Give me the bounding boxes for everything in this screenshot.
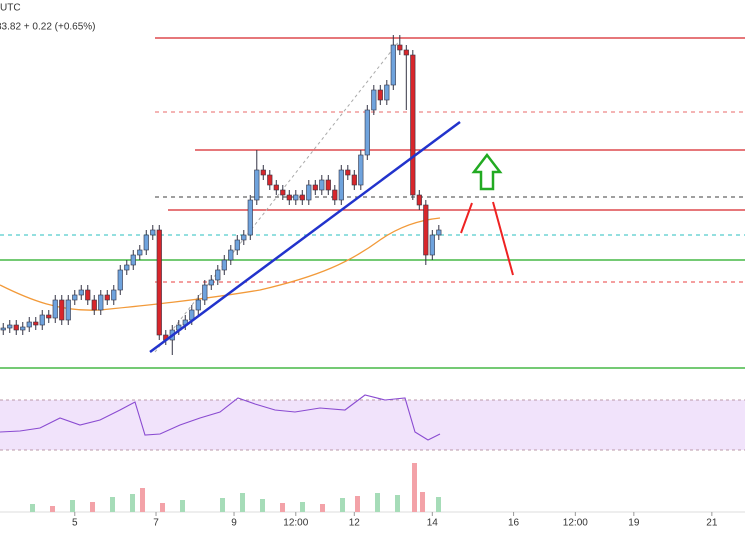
candle-body — [85, 289, 91, 301]
rsi-line — [0, 394, 441, 441]
candle-body — [39, 314, 45, 326]
candle-body — [156, 229, 162, 336]
candle-body — [91, 299, 97, 311]
candle-body — [241, 234, 247, 241]
x-tick-label: 21 — [706, 518, 718, 529]
candle-body — [267, 174, 273, 186]
x-tick-label: 5 — [72, 518, 78, 529]
candle-body — [202, 284, 208, 301]
candle-body — [26, 321, 32, 328]
volume-bars — [30, 493, 441, 512]
candle-body — [137, 249, 143, 256]
x-tick-label: 16 — [508, 518, 520, 529]
candle-body — [306, 184, 312, 201]
timezone: UTC — [0, 3, 21, 14]
candle-body — [111, 289, 117, 301]
candle-body — [293, 194, 299, 201]
candle-body — [286, 194, 292, 201]
candle-body — [13, 324, 19, 331]
candle-body — [397, 44, 403, 51]
candle-body — [345, 169, 351, 176]
candle-body — [280, 189, 286, 196]
candle-body — [273, 184, 279, 191]
price-header: 33.82 + 0.22 (+0.65%) — [0, 22, 96, 33]
candle-body — [78, 289, 84, 296]
candle-body — [65, 299, 71, 321]
candle-body — [254, 169, 260, 201]
candle-body — [429, 234, 435, 256]
candles — [0, 35, 442, 355]
x-tick-label: 9 — [231, 518, 237, 529]
x-tick-label: 19 — [628, 518, 640, 529]
candle-body — [377, 89, 383, 101]
candle-body — [338, 169, 344, 201]
x-axis: 5 7 9 12:00 12 14 16 12:00 19 21 — [72, 512, 718, 529]
candle-body — [124, 264, 130, 271]
moving-average — [0, 217, 441, 311]
candle-body — [208, 279, 214, 286]
candle-body — [195, 299, 201, 311]
candle-body — [221, 259, 227, 271]
candle-body — [260, 169, 266, 176]
candle-body — [33, 321, 39, 326]
candle-body — [390, 44, 396, 86]
candle-body — [234, 239, 240, 251]
candle-body — [20, 326, 26, 331]
candle-body — [312, 184, 318, 191]
candle-body — [351, 174, 357, 186]
x-tick-label: 12 — [349, 518, 361, 529]
up-arrow — [471, 152, 503, 191]
candle-body — [46, 314, 52, 319]
candle-body — [325, 179, 331, 191]
candle-body — [7, 324, 13, 329]
candle-body — [416, 194, 422, 206]
candle-body — [98, 294, 104, 311]
levels — [0, 37, 745, 369]
candle-body — [299, 194, 305, 201]
candle-body — [332, 189, 338, 201]
rsi-band — [0, 400, 745, 450]
candle-body — [52, 299, 58, 319]
candle-body — [371, 89, 377, 111]
candle-body — [423, 204, 429, 256]
trend-line — [149, 120, 461, 354]
candle-body — [59, 299, 65, 321]
x-tick-label: 12:00 — [283, 518, 308, 529]
candle-body — [150, 229, 156, 236]
candle-body — [117, 269, 123, 291]
candle-body — [358, 154, 364, 186]
candle-body — [143, 234, 149, 251]
candle-body — [410, 54, 416, 196]
candle-body — [72, 294, 78, 301]
candle-body — [364, 109, 370, 156]
candle-body — [403, 49, 409, 56]
volume-bars — [50, 463, 425, 512]
candle-body — [228, 249, 234, 261]
projection — [460, 201, 514, 276]
candle-body — [215, 269, 221, 281]
candle-body — [130, 254, 136, 266]
candle-body — [0, 327, 6, 331]
x-tick-label: 14 — [427, 518, 439, 529]
candle-body — [436, 229, 442, 236]
candle-body — [319, 179, 325, 191]
x-tick-label: 12:00 — [563, 518, 588, 529]
candle-body — [104, 294, 110, 301]
x-tick-label: 7 — [153, 518, 159, 529]
candle-body — [247, 199, 253, 236]
candle-body — [384, 84, 390, 101]
